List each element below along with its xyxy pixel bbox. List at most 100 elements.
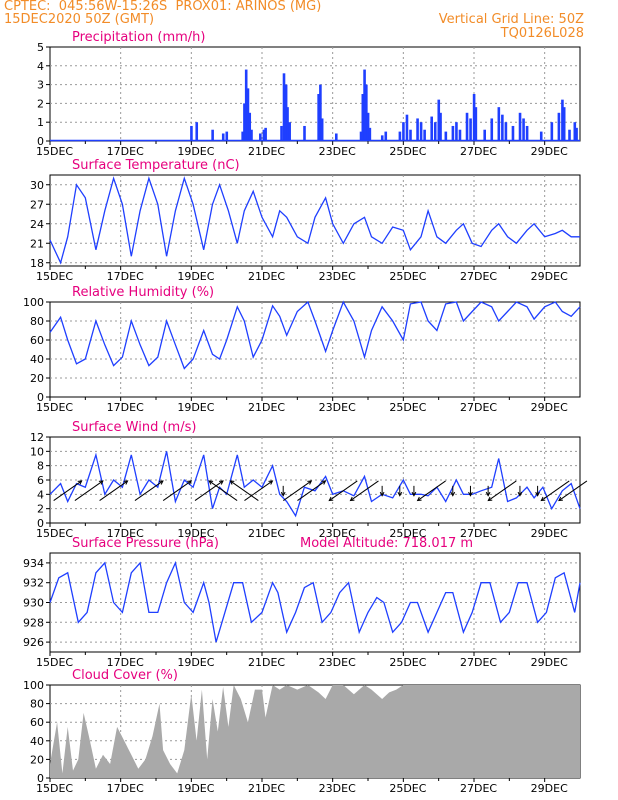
- precip-bar: [225, 131, 229, 141]
- panel-6: [46, 684, 581, 782]
- wind-arrow-head: [485, 491, 491, 497]
- precip-bar: [419, 122, 423, 141]
- y-tick-label: 21: [30, 237, 44, 250]
- x-tick-label: 29DEC: [531, 145, 568, 158]
- precip-bar: [437, 99, 441, 141]
- precip-bar: [303, 125, 306, 141]
- x-tick-label: 27DEC: [460, 401, 497, 414]
- series-line: [49, 176, 580, 265]
- y-tick-label: 40: [30, 353, 44, 366]
- x-tick-label: 17DEC: [107, 656, 144, 669]
- y-tick-label: 1: [37, 116, 44, 129]
- y-tick-label: 100: [23, 679, 44, 692]
- y-tick-label: 926: [23, 636, 44, 649]
- wind-arrow: [230, 480, 259, 501]
- precip-bar: [190, 125, 193, 141]
- wind-arrow: [162, 480, 192, 501]
- precip-bar: [472, 94, 476, 141]
- precip-bar: [284, 84, 288, 141]
- precip-bar: [483, 129, 486, 141]
- panel-title: Surface Pressure (hPa): [72, 536, 219, 551]
- y-tick-label: 3: [37, 79, 44, 92]
- precip-bar: [497, 107, 501, 141]
- precip-bar: [280, 125, 283, 141]
- precip-bar: [501, 114, 504, 141]
- precip-bar: [562, 107, 566, 141]
- wind-arrow: [297, 480, 326, 501]
- precip-bar: [525, 125, 529, 141]
- precip-bar: [221, 133, 225, 141]
- wind-arrow-head: [468, 491, 473, 497]
- precip-bar: [409, 129, 412, 141]
- precip-bar: [361, 94, 365, 141]
- y-tick-label: 934: [23, 557, 44, 570]
- precip-bar: [365, 84, 368, 141]
- precip-bar: [248, 112, 252, 141]
- x-tick-label: 23DEC: [319, 145, 356, 158]
- x-tick-label: 29DEC: [531, 401, 568, 414]
- precip-bar: [539, 131, 543, 141]
- y-tick-label: 5: [37, 41, 44, 54]
- x-tick-label: 29DEC: [531, 270, 568, 283]
- header-code: TQ0126L028: [500, 26, 584, 41]
- precip-bar: [244, 69, 248, 141]
- precip-bar: [444, 131, 448, 141]
- x-tick-label: 17DEC: [107, 401, 144, 414]
- panel-title: Surface Temperature (nC): [72, 158, 240, 173]
- y-tick-label: 4: [37, 60, 44, 73]
- wind-arrow-head: [280, 491, 286, 497]
- x-tick-label: 19DEC: [177, 527, 214, 540]
- precip-bar: [511, 125, 515, 141]
- panel-title: Surface Wind (m/s): [72, 420, 196, 435]
- wind-arrow: [244, 480, 273, 501]
- precip-bar: [504, 122, 508, 141]
- panel-1: [46, 46, 581, 145]
- wind-arrow: [99, 480, 128, 501]
- y-tick-label: 2: [37, 503, 44, 516]
- wind-arrow-head: [307, 480, 313, 485]
- y-tick-label: 40: [30, 735, 44, 748]
- y-tick-label: 2: [37, 97, 44, 110]
- y-tick-label: 0: [37, 391, 44, 404]
- precip-bar: [384, 131, 388, 141]
- wind-arrow-head: [540, 496, 546, 502]
- wind-arrow-head: [229, 480, 235, 485]
- x-tick-label: 15DEC: [36, 782, 73, 795]
- wind-arrow-head: [416, 496, 422, 502]
- wind-arrow-head: [208, 480, 214, 485]
- wind-arrow-head: [321, 480, 327, 485]
- y-tick-label: 0: [37, 517, 44, 530]
- wind-arrow-head: [535, 491, 540, 497]
- wind-arrow-head: [487, 496, 493, 502]
- x-tick-label: 23DEC: [319, 527, 356, 540]
- wind-arrow-head: [187, 480, 193, 485]
- y-tick-label: 6: [37, 474, 44, 487]
- y-tick-label: 932: [23, 577, 44, 590]
- series-line: [49, 300, 581, 370]
- precip-bar: [561, 99, 564, 141]
- y-tick-label: 12: [30, 431, 44, 444]
- x-tick-label: 25DEC: [389, 401, 426, 414]
- cloud-area: [50, 685, 580, 778]
- panel-title: Precipitation (mm/h): [72, 30, 205, 45]
- wind-arrow-head: [349, 496, 355, 502]
- header-grid-note: Vertical Grid Line: 50Z: [438, 12, 584, 27]
- x-tick-label: 15DEC: [36, 401, 73, 414]
- panel-5: [46, 552, 581, 656]
- x-tick-label: 25DEC: [389, 656, 426, 669]
- y-tick-label: 80: [30, 315, 44, 328]
- precip-bar: [398, 131, 402, 141]
- y-tick-label: 18: [30, 257, 44, 270]
- precip-bar: [368, 127, 372, 141]
- model-altitude-note: Model Altitude: 718.017 m: [300, 536, 473, 551]
- precip-bar: [262, 129, 266, 141]
- x-tick-label: 17DEC: [107, 270, 144, 283]
- x-tick-label: 21DEC: [248, 782, 285, 795]
- precip-bar: [423, 129, 426, 141]
- y-tick-label: 0: [37, 772, 44, 785]
- panel-frame: [49, 46, 581, 142]
- x-tick-label: 25DEC: [389, 145, 426, 158]
- x-tick-label: 29DEC: [531, 527, 568, 540]
- y-tick-label: 930: [23, 597, 44, 610]
